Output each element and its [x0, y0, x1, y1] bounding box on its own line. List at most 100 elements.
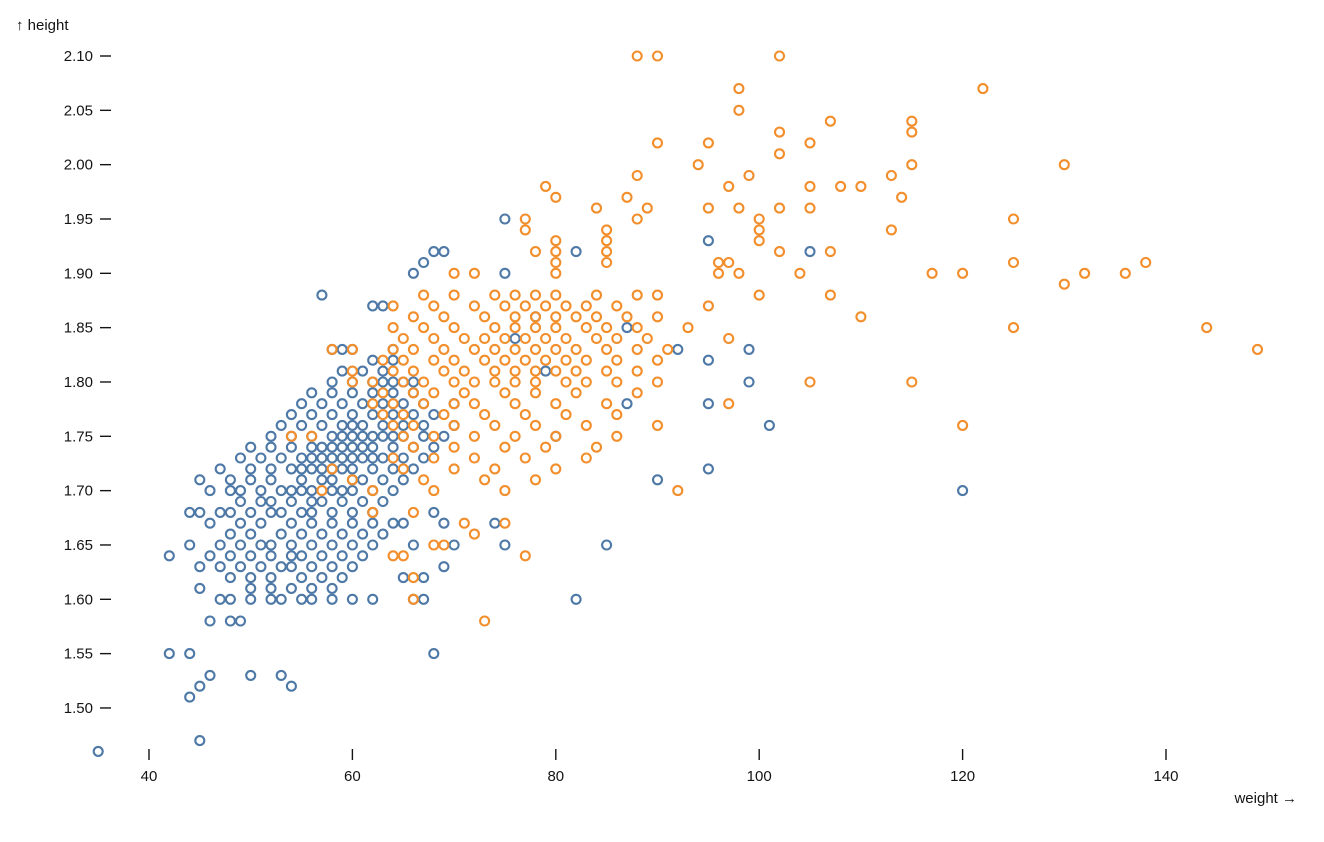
data-point-blue: [326, 376, 338, 388]
data-point-orange: [977, 83, 989, 95]
data-point-orange: [367, 506, 379, 518]
data-point-blue: [245, 550, 257, 562]
data-point-orange: [509, 376, 521, 388]
data-point-orange: [580, 300, 592, 312]
data-point-orange: [489, 322, 501, 334]
data-point-blue: [743, 376, 755, 388]
data-point-blue: [285, 561, 297, 573]
data-point-blue: [306, 506, 318, 518]
data-point-blue: [387, 354, 399, 366]
data-point-blue: [285, 517, 297, 529]
data-point-blue: [184, 691, 196, 703]
data-point-blue: [296, 474, 308, 486]
data-point-blue: [387, 463, 399, 475]
data-point-blue: [448, 539, 460, 551]
data-point-blue: [346, 387, 358, 399]
data-point-orange: [418, 322, 430, 334]
data-point-blue: [428, 648, 440, 660]
data-point-blue: [285, 441, 297, 453]
data-point-blue: [316, 463, 328, 475]
data-point-blue: [336, 430, 348, 442]
data-point-orange: [651, 50, 664, 62]
data-point-blue: [367, 452, 379, 464]
data-point-orange: [468, 430, 480, 442]
data-point-blue: [285, 680, 297, 692]
data-point-blue: [357, 550, 369, 562]
data-point-orange: [387, 365, 399, 377]
data-point-orange: [407, 419, 419, 431]
data-point-orange: [1007, 256, 1020, 269]
data-point-orange: [499, 387, 511, 399]
data-point-blue: [296, 593, 308, 605]
data-point-blue: [438, 517, 450, 529]
data-point-blue: [957, 485, 969, 497]
data-point-blue: [275, 452, 287, 464]
data-point-blue: [489, 517, 501, 529]
data-point-blue: [326, 441, 338, 453]
data-point-orange: [448, 441, 460, 453]
data-point-orange: [428, 354, 440, 366]
data-point-orange: [397, 463, 409, 475]
data-point-orange: [631, 169, 643, 182]
data-point-orange: [377, 409, 389, 421]
data-point-blue: [418, 256, 430, 269]
data-point-blue: [245, 441, 257, 453]
data-point-orange: [723, 180, 735, 192]
data-point-orange: [407, 311, 419, 323]
data-point-orange: [651, 137, 664, 149]
data-point-orange: [550, 256, 562, 269]
data-point-blue: [804, 246, 816, 258]
data-point-blue: [214, 506, 226, 518]
data-point-blue: [275, 528, 287, 540]
data-point-blue: [316, 452, 328, 464]
data-point-blue: [438, 430, 450, 442]
data-point-blue: [407, 409, 419, 421]
data-point-blue: [357, 398, 369, 410]
data-point-blue: [255, 495, 267, 508]
data-point-blue: [306, 539, 318, 551]
data-point-blue: [306, 441, 318, 453]
data-point-blue: [296, 485, 308, 497]
data-point-blue: [194, 506, 206, 518]
data-point-blue: [367, 593, 379, 605]
data-point-orange: [773, 202, 786, 214]
data-point-blue: [265, 463, 277, 475]
data-point-orange: [397, 409, 409, 421]
data-point-blue: [428, 441, 440, 453]
data-point-blue: [265, 506, 277, 518]
data-point-blue: [397, 419, 409, 431]
y-tick-label: 1.50: [64, 700, 93, 717]
data-point-orange: [509, 398, 521, 410]
data-point-orange: [489, 365, 501, 377]
data-point-orange: [753, 289, 765, 301]
data-point-orange: [458, 387, 470, 399]
data-point-orange: [560, 300, 572, 312]
data-point-blue: [397, 517, 409, 529]
data-point-orange: [418, 376, 430, 388]
data-point-blue: [346, 539, 358, 551]
data-point-orange: [346, 365, 358, 377]
data-point-blue: [397, 452, 409, 464]
data-point-orange: [479, 474, 491, 486]
data-point-blue: [367, 517, 379, 529]
data-point-orange: [702, 137, 714, 149]
data-point-blue: [367, 441, 379, 453]
data-point-blue: [743, 343, 755, 355]
data-point-blue: [296, 572, 308, 584]
data-point-orange: [428, 300, 440, 312]
data-point-orange: [519, 213, 531, 225]
data-point-blue: [418, 452, 430, 464]
data-point-orange: [489, 419, 501, 431]
data-point-blue: [326, 430, 338, 442]
y-tick-label: 1.55: [64, 646, 93, 663]
data-point-orange: [651, 354, 664, 366]
data-point-blue: [346, 561, 358, 573]
data-point-orange: [529, 322, 542, 334]
data-point-orange: [560, 376, 572, 388]
x-tick-label: 60: [344, 768, 361, 785]
data-point-blue: [326, 474, 338, 486]
data-point-orange: [479, 354, 491, 366]
data-point-orange: [773, 50, 786, 62]
data-point-blue: [184, 648, 196, 660]
data-point-orange: [1007, 213, 1020, 225]
